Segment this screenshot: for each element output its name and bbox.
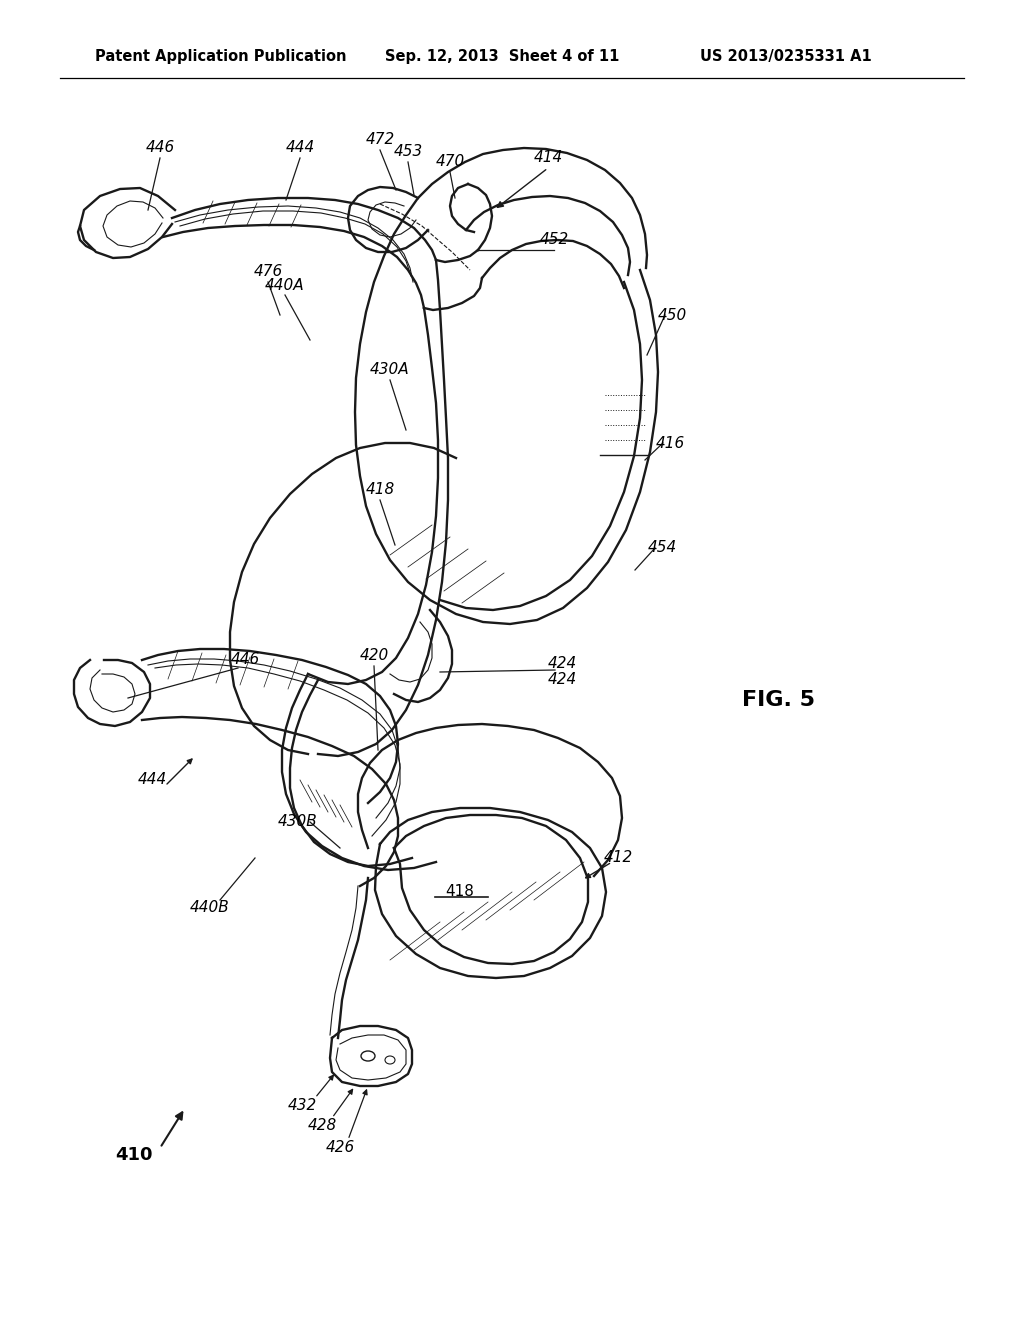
- Text: Patent Application Publication: Patent Application Publication: [95, 49, 346, 65]
- Text: 424: 424: [548, 656, 577, 671]
- Text: 450: 450: [657, 308, 687, 322]
- Text: 440B: 440B: [190, 900, 229, 916]
- Text: 430B: 430B: [279, 814, 317, 829]
- Text: 444: 444: [137, 772, 167, 788]
- Text: 446: 446: [145, 140, 175, 156]
- Text: 452: 452: [540, 232, 568, 248]
- Text: 476: 476: [253, 264, 283, 280]
- Text: 430A: 430A: [371, 363, 410, 378]
- Text: 424: 424: [548, 672, 577, 688]
- Text: FIG. 5: FIG. 5: [742, 690, 815, 710]
- Text: 410: 410: [116, 1146, 153, 1164]
- Text: 414: 414: [534, 150, 562, 165]
- Text: 418: 418: [366, 483, 394, 498]
- Text: 454: 454: [647, 540, 677, 556]
- Text: 416: 416: [655, 436, 685, 450]
- Text: 432: 432: [288, 1097, 316, 1113]
- Text: 426: 426: [326, 1140, 354, 1155]
- Text: US 2013/0235331 A1: US 2013/0235331 A1: [700, 49, 871, 65]
- Text: 420: 420: [359, 648, 389, 664]
- Text: 472: 472: [366, 132, 394, 148]
- Text: Sep. 12, 2013  Sheet 4 of 11: Sep. 12, 2013 Sheet 4 of 11: [385, 49, 620, 65]
- Text: 440A: 440A: [265, 277, 305, 293]
- Text: 446: 446: [230, 652, 260, 668]
- Text: 470: 470: [435, 154, 465, 169]
- Text: 412: 412: [603, 850, 633, 866]
- Text: 453: 453: [393, 144, 423, 160]
- Text: 444: 444: [286, 140, 314, 156]
- Text: 418: 418: [445, 884, 474, 899]
- Text: 428: 428: [307, 1118, 337, 1133]
